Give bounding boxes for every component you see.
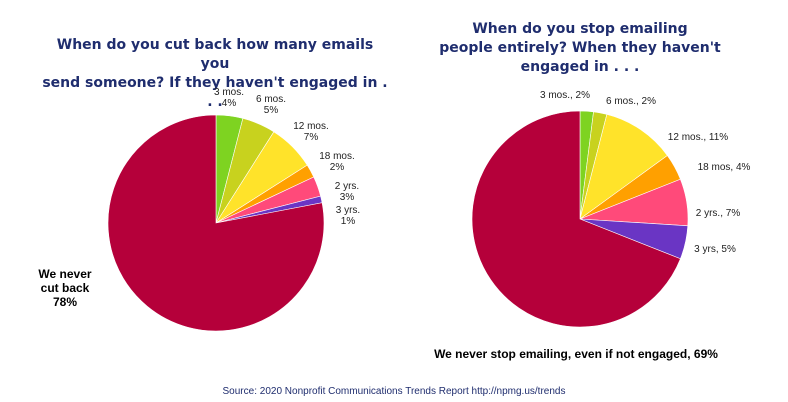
chart-1-slice-label-7: We never cut back 78% [38, 267, 91, 309]
chart-2-slice-label-3: 12 mos., 11% [668, 132, 729, 143]
chart-2-slice-label-7: We never stop emailing, even if not enga… [434, 347, 718, 361]
chart-1-slice-label-1: 3 mos. 4% [214, 87, 244, 109]
chart-2-title: When do you stop emailing people entirel… [439, 21, 721, 75]
chart-2-slice-label-4: 18 mos, 4% [698, 162, 751, 173]
chart-1-title: When do you cut back how many emails you… [42, 37, 388, 110]
chart-2-slice-label-2: 6 mos., 2% [606, 96, 656, 107]
chart-2-slice-7 [471, 110, 681, 328]
chart-1-slice-7 [107, 114, 325, 332]
chart-2-slice-3 [579, 114, 668, 220]
chart-2-slice-label-5: 2 yrs., 7% [696, 208, 741, 219]
chart-1-slice-label-6: 3 yrs. 1% [336, 205, 360, 227]
chart-2-slice-label-1: 3 mos., 2% [540, 90, 590, 101]
chart-1-slice-label-2: 6 mos. 5% [256, 94, 286, 116]
chart-1-slice-label-3: 12 mos. 7% [293, 121, 329, 143]
chart-1-slice-label-4: 18 mos. 2% [319, 151, 355, 173]
chart-2-slice-label-6: 3 yrs, 5% [694, 244, 736, 255]
source-note: Source: 2020 Nonprofit Communications Tr… [222, 386, 566, 397]
chart-1-slice-label-5: 2 yrs. 3% [335, 181, 359, 203]
